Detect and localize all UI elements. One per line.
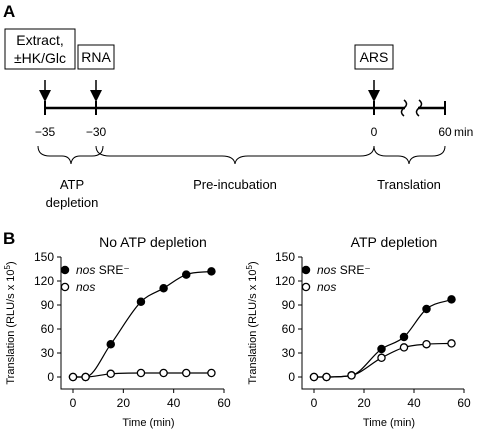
- legend-marker-0: [301, 265, 311, 275]
- series-0-point: [422, 304, 431, 314]
- series-1-point: [207, 368, 216, 378]
- y-axis-label-main: Translation (RLU/s x 10: [5, 269, 17, 384]
- series-0-point: [447, 295, 456, 304]
- panel-a-letter: A: [3, 2, 15, 21]
- axis-break-right: [415, 99, 423, 117]
- time-tick-minus30: −30: [86, 125, 107, 139]
- timeline: [44, 99, 446, 117]
- series-0-point: [181, 270, 191, 279]
- series-1-point: [347, 371, 356, 380]
- series-0-point: [207, 267, 216, 276]
- series-1-point: [309, 372, 319, 382]
- x-tick-label: 20: [357, 396, 371, 410]
- y-tick-label: 60: [282, 322, 296, 336]
- y-axis-label-exponent: 5: [245, 264, 254, 269]
- y-axis-label-end: ): [247, 261, 259, 265]
- legend-label-italic: nos: [76, 280, 95, 294]
- time-unit: min: [454, 125, 473, 139]
- x-tick-label: 20: [117, 396, 131, 410]
- legend-label-italic: nos: [76, 263, 95, 277]
- x-axis-label: Time (min): [122, 417, 174, 429]
- legend-marker-0: [60, 265, 70, 275]
- x-tick-label: 0: [311, 396, 318, 410]
- chart-title: No ATP depletion: [99, 234, 207, 250]
- series-0-point: [106, 339, 116, 349]
- series-1-point: [399, 343, 409, 352]
- legend-label-italic: nos: [317, 280, 336, 294]
- series-1-point: [181, 368, 191, 378]
- y-tick-label: 30: [41, 346, 55, 360]
- panel-b-letter: B: [3, 229, 15, 248]
- series-1-point: [377, 353, 386, 363]
- y-axis-label-main: Translation (RLU/s x 10: [247, 269, 259, 384]
- time-tick-minus35: −35: [35, 125, 56, 139]
- y-axis-label: Translation (RLU/s x 105): [245, 261, 259, 384]
- y-axis-label: Translation (RLU/s x 105): [3, 261, 17, 384]
- series-1-point: [81, 372, 90, 382]
- legend-marker-1: [301, 282, 311, 292]
- series-1-point: [68, 372, 78, 382]
- y-tick-label: 120: [275, 274, 295, 288]
- rna-box-label: RNA: [81, 49, 111, 65]
- rna-box: RNA: [77, 44, 115, 70]
- x-axis-label: Time (min): [363, 417, 415, 429]
- x-tick-label: 60: [217, 396, 231, 410]
- phase-atp-line1: ATP: [60, 177, 84, 192]
- y-tick-label: 90: [41, 298, 55, 312]
- brace-pre-incubation: [95, 145, 375, 165]
- legend-label-1: nos: [76, 280, 95, 294]
- y-axis-label-exponent: 5: [3, 264, 12, 269]
- axis-break-left: [400, 99, 408, 117]
- x-tick-label: 60: [457, 396, 471, 410]
- ars-box-label: ARS: [360, 49, 389, 65]
- series-1-point: [447, 339, 456, 348]
- y-tick-label: 60: [41, 322, 55, 336]
- phase-atp-line2: depletion: [46, 195, 99, 210]
- y-tick-label: 0: [47, 370, 54, 384]
- legend-label-0: nos SRE⁻: [317, 263, 371, 277]
- chart-no-atp-depletion: No ATP depletion 0 30 60 90 120 150 0 20 40 60 Time…: [3, 234, 231, 429]
- time-tick-0: 0: [371, 125, 378, 139]
- chart-title: ATP depletion: [351, 234, 438, 250]
- x-tick-label: 0: [70, 396, 77, 410]
- y-tick-label: 30: [282, 346, 296, 360]
- phase-pre-incubation: Pre-incubation: [193, 177, 277, 192]
- phase-translation: Translation: [377, 177, 441, 192]
- legend-label-italic: nos: [317, 263, 336, 277]
- series-0-point: [136, 297, 146, 307]
- series-1-point: [159, 368, 168, 378]
- series-0-curve: [314, 298, 452, 378]
- brace-atp-depletion: [37, 145, 104, 165]
- series-0-point: [399, 332, 409, 342]
- series-1-point: [422, 339, 431, 349]
- brace-translation: [373, 145, 446, 165]
- legend-label-1: nos: [317, 280, 336, 294]
- series-0-point: [159, 283, 168, 293]
- legend-label-0: nos SRE⁻: [76, 263, 130, 277]
- series-1-point: [136, 368, 146, 378]
- extract-box: Extract, ±HK/Glc: [4, 28, 76, 70]
- y-tick-label: 0: [288, 370, 295, 384]
- chart-atp-depletion: ATP depletion 0 30 60 90 120 150 0 20 40 60 Time (m…: [245, 234, 471, 429]
- series-0-point: [377, 344, 386, 354]
- y-tick-label: 90: [282, 298, 296, 312]
- ars-box: ARS: [354, 44, 394, 70]
- y-tick-label: 120: [34, 274, 54, 288]
- extract-box-line2: ±HK/Glc: [14, 50, 66, 66]
- y-tick-label: 150: [34, 250, 54, 264]
- legend-label-rest: SRE⁻: [336, 263, 370, 277]
- extract-box-line1: Extract,: [16, 32, 63, 48]
- x-tick-label: 40: [407, 396, 421, 410]
- x-tick-label: 40: [167, 396, 181, 410]
- time-tick-60: 60: [438, 125, 452, 139]
- y-tick-label: 150: [275, 250, 295, 264]
- legend-label-rest: SRE⁻: [95, 263, 129, 277]
- series-1-point: [322, 372, 331, 382]
- series-1-point: [106, 369, 116, 379]
- legend-marker-1: [60, 282, 70, 292]
- y-axis-label-end: ): [5, 261, 17, 265]
